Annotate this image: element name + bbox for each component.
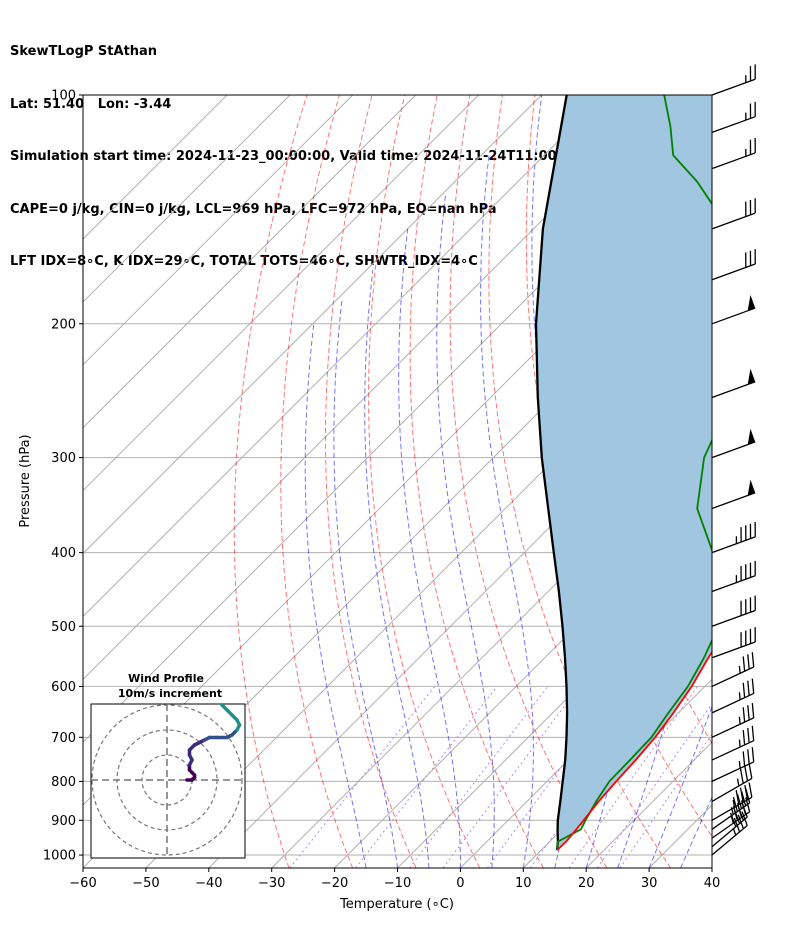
cape-line: CAPE=0 j/kg, CIN=0 j/kg, LCL=969 hPa, LF… [10,201,497,217]
wind-barb [711,294,756,325]
wind-barb [711,198,756,230]
dry-adiabat [449,95,608,868]
x-tick-label: −30 [258,876,285,891]
x-tick-label: 0 [456,876,464,891]
hodograph-inset: Wind Profile 10m/s increment [90,672,246,859]
hodograph-trace [185,704,242,782]
x-tick-label: −50 [132,876,159,891]
moist-adiabat [333,298,398,868]
wind-barb [711,652,755,688]
x-tick-label: −40 [195,876,222,891]
mixing-ratio-line [289,686,436,868]
y-tick-label: 700 [51,731,76,746]
wind-barb [711,595,756,627]
y-tick-label: 1000 [43,849,76,864]
isotherm-gridline [397,552,712,868]
isotherm-gridline [334,489,712,868]
isotherm-gridline [83,95,228,240]
isotherm-gridline [83,95,605,618]
x-axis-label: Temperature (∘C) [339,897,454,912]
wind-barb [711,368,756,399]
wind-barb [711,627,756,659]
moist-adiabat [680,795,712,868]
x-tick-label: −60 [69,876,96,891]
moist-adiabat [364,270,430,868]
x-tick-label: 40 [704,876,721,891]
mixing-ratio-line [568,686,699,868]
dry-adiabat [280,95,354,868]
axes: −60 −50 −40 −30 −20 −10 0 10 20 30 40 100 200 300 400 5… [43,89,720,892]
y-tick-label: 500 [51,620,76,635]
y-tick-label: 800 [51,775,76,790]
dry-adiabat [488,95,672,868]
mixing-ratio-line [619,733,712,868]
dry-adiabat [763,95,794,868]
wind-barb [711,249,756,281]
dry-adiabat [324,95,417,868]
wind-barb [711,747,755,782]
dry-adiabat [730,95,794,868]
wind-barb [711,138,756,170]
x-tick-label: 30 [641,876,658,891]
plot-area [83,95,794,868]
moist-adiabat [398,228,461,868]
location-line: Lat: 51.40 Lon: -3.44 [10,96,172,112]
mixing-ratio-line [596,702,712,868]
wind-barb [711,703,755,738]
y-tick-label: 900 [51,814,76,829]
y-tick-label: 200 [51,317,76,332]
chart-header: SkewTLogP StAthan Lat: 51.40 Lon: -3.44 … [10,8,603,288]
moist-adiabat [648,705,712,868]
cape-cin-shading [536,95,712,851]
isotherm-gridline [83,95,542,555]
y-tick-label: 600 [51,680,76,695]
hodograph-title: Wind Profile [128,672,204,685]
mixing-ratio-line [442,686,580,868]
wind-barb [711,678,755,714]
wind-barbs [711,64,756,856]
chart-title: SkewTLogP StAthan [10,44,158,59]
wind-barb [711,725,755,761]
isotherm-gridline [145,301,712,868]
hodograph-subtitle: 10m/s increment [118,687,222,700]
wind-barb [711,782,753,821]
isotherm-gridline [83,95,291,303]
wind-barb [711,479,756,510]
mixing-ratio-line [355,686,498,868]
x-tick-label: −10 [384,876,411,891]
parcel-profile-line [534,95,569,851]
wind-barb [711,428,756,459]
dry-adiabat [368,95,481,868]
isotherm-gridline [83,95,354,366]
dry-adiabat [409,95,544,868]
wind-barb [711,64,756,96]
moist-adiabat [304,323,367,868]
moist-adiabat [480,155,534,868]
wind-barb [711,560,756,593]
wind-barb [711,521,756,554]
x-tick-label: 20 [578,876,595,891]
isotherm-gridline [83,95,479,492]
isotherm-gridline [83,95,417,429]
y-tick-label: 100 [51,89,76,104]
temperature-profile-line [556,650,712,851]
moist-adiabat [436,194,495,868]
dewpoint-profile-line [556,95,712,851]
y-axis-label: Pressure (hPa) [18,434,33,527]
wind-barb [711,763,753,802]
y-tick-label: 400 [51,546,76,561]
mixing-ratio-line [409,686,549,868]
index-line: LFT IDX=8∘C, K IDX=29∘C, TOTAL TOTS=46∘C… [10,254,478,269]
dry-adiabat [233,95,308,868]
x-tick-label: −20 [321,876,348,891]
y-tick-label: 300 [51,451,76,466]
wind-barb [711,101,756,134]
x-tick-label: 10 [515,876,532,891]
